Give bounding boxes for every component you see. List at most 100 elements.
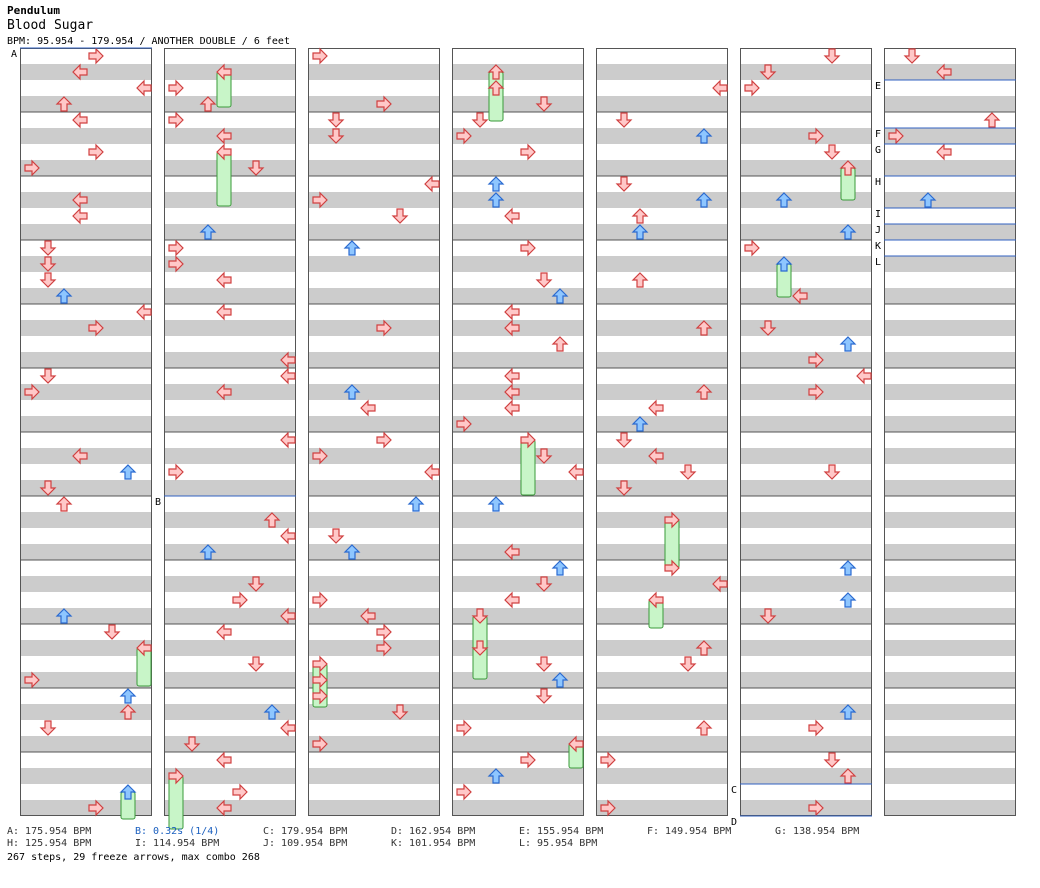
arrow-shape: [312, 191, 328, 209]
arrow-shape: [839, 768, 857, 784]
arrow-shape: [759, 64, 777, 80]
row-stripe: [596, 64, 728, 80]
blue-step-arrow: [343, 384, 361, 400]
red-step-arrow: [568, 735, 584, 753]
arrow-shape: [808, 127, 824, 145]
row-stripe: [884, 576, 1016, 592]
red-step-arrow: [168, 767, 184, 785]
row-stripe: [740, 640, 872, 656]
bpm-marker-label: A: [11, 49, 17, 60]
red-step-arrow: [759, 608, 777, 624]
row-stripe: [596, 544, 728, 560]
row-stripe: [308, 576, 440, 592]
red-step-arrow: [615, 112, 633, 128]
arrow-shape: [695, 320, 713, 336]
row-stripe: [164, 416, 296, 432]
arrow-shape: [471, 608, 489, 624]
red-step-arrow: [983, 112, 1001, 128]
arrow-shape: [823, 48, 841, 64]
red-step-arrow: [504, 543, 520, 561]
arrow-shape: [247, 160, 265, 176]
arrow-shape: [103, 624, 121, 640]
red-step-arrow: [88, 143, 104, 161]
row-stripe: [452, 576, 584, 592]
row-stripe: [740, 320, 872, 336]
red-step-arrow: [615, 176, 633, 192]
arrow-shape: [183, 736, 201, 752]
row-stripe: [596, 736, 728, 752]
row-stripe: [740, 352, 872, 368]
red-step-arrow: [615, 432, 633, 448]
red-step-arrow: [376, 639, 392, 657]
row-stripe: [308, 768, 440, 784]
red-step-arrow: [280, 367, 296, 385]
arrow-shape: [247, 656, 265, 672]
red-step-arrow: [39, 368, 57, 384]
arrow-shape: [631, 416, 649, 432]
red-step-arrow: [504, 303, 520, 321]
arrow-shape: [535, 272, 553, 288]
red-step-arrow: [55, 496, 73, 512]
red-step-arrow: [247, 656, 265, 672]
row-stripe: [452, 96, 584, 112]
row-stripe: [20, 96, 152, 112]
arrow-shape: [983, 112, 1001, 128]
red-step-arrow: [216, 799, 232, 817]
arrow-shape: [471, 112, 489, 128]
bpm-marker-label: J: [875, 225, 881, 236]
arrow-shape: [312, 687, 328, 705]
arrow-shape: [551, 672, 569, 688]
row-stripe: [452, 160, 584, 176]
arrow-shape: [168, 111, 184, 129]
row-stripe: [20, 608, 152, 624]
row-stripe: [452, 608, 584, 624]
arrow-shape: [343, 384, 361, 400]
arrow-shape: [456, 783, 472, 801]
arrow-shape: [312, 447, 328, 465]
red-step-arrow: [823, 752, 841, 768]
red-step-arrow: [631, 208, 649, 224]
row-stripe: [20, 640, 152, 656]
row-stripe: [20, 800, 152, 816]
blue-step-arrow: [343, 544, 361, 560]
row-stripe: [308, 736, 440, 752]
row-stripe: [596, 800, 728, 816]
row-stripe: [164, 320, 296, 336]
row-stripe: [740, 224, 872, 240]
artist-name: Pendulum: [7, 4, 60, 17]
bpm-legend-e: E: 155.954 BPM: [519, 826, 604, 837]
arrow-shape: [520, 431, 536, 449]
arrow-shape: [504, 303, 520, 321]
blue-step-arrow: [551, 560, 569, 576]
red-step-arrow: [695, 720, 713, 736]
red-step-arrow: [679, 464, 697, 480]
red-step-arrow: [808, 351, 824, 369]
arrow-shape: [343, 544, 361, 560]
red-step-arrow: [648, 591, 664, 609]
red-step-arrow: [759, 320, 777, 336]
red-step-arrow: [232, 783, 248, 801]
red-step-arrow: [520, 751, 536, 769]
red-step-arrow: [936, 63, 952, 81]
row-stripe: [596, 704, 728, 720]
arrow-shape: [199, 224, 217, 240]
arrow-shape: [312, 735, 328, 753]
red-step-arrow: [823, 464, 841, 480]
bpm-legend-b: B: 0.32s (1/4): [135, 826, 220, 837]
row-stripe: [20, 672, 152, 688]
row-stripe: [596, 640, 728, 656]
row-stripe: [740, 576, 872, 592]
red-step-arrow: [312, 735, 328, 753]
red-step-arrow: [839, 160, 857, 176]
row-stripe: [740, 416, 872, 432]
row-stripe: [740, 256, 872, 272]
red-step-arrow: [88, 47, 104, 65]
red-step-arrow: [136, 303, 152, 321]
bpm-marker-label: K: [875, 241, 881, 252]
arrow-shape: [88, 143, 104, 161]
arrow-shape: [487, 80, 505, 96]
row-stripe: [452, 768, 584, 784]
row-stripe: [740, 672, 872, 688]
red-step-arrow: [600, 751, 616, 769]
arrow-shape: [216, 271, 232, 289]
